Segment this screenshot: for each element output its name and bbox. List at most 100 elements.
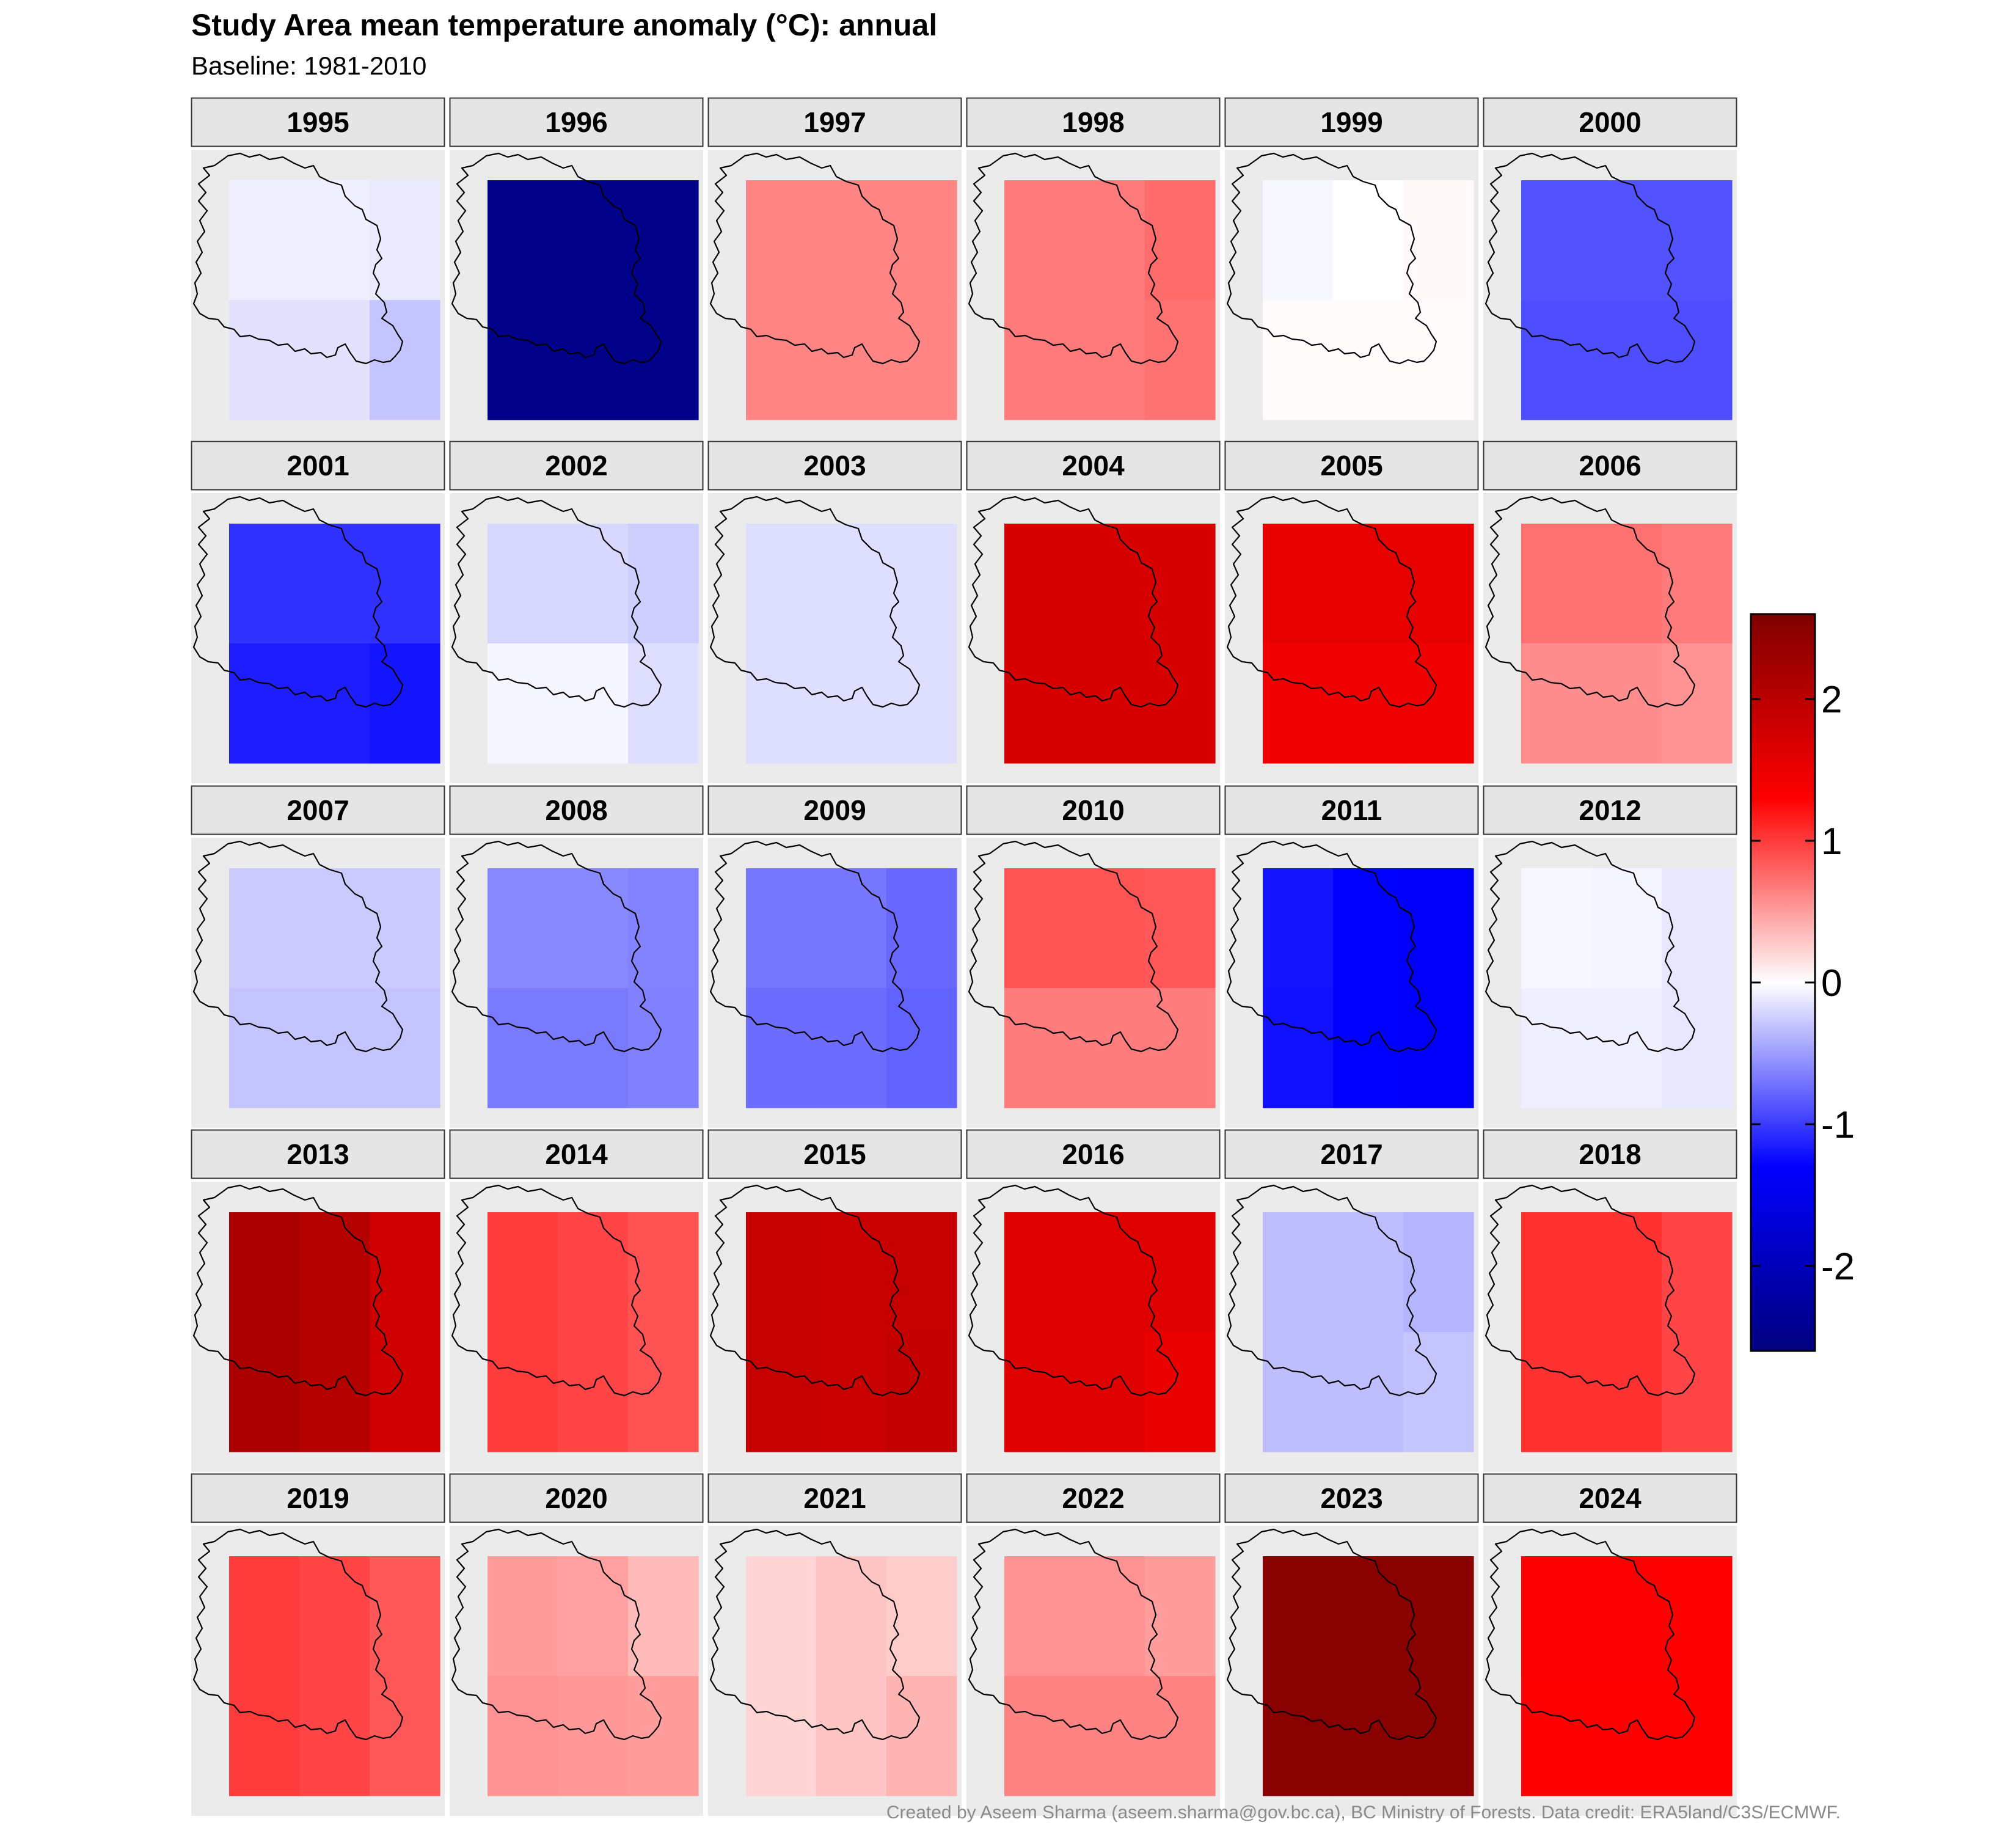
heatmap-cell (1521, 643, 1592, 764)
panel-body (966, 1182, 1220, 1472)
heatmap-cell (1145, 1556, 1216, 1677)
heatmap-cell (1004, 1332, 1075, 1452)
panel-strip (191, 441, 445, 491)
heatmap-cell (488, 1676, 558, 1796)
heatmap-cell (746, 1556, 817, 1677)
heatmap-cell (558, 1212, 629, 1333)
heatmap-cell (1263, 868, 1334, 989)
heatmap-cell (886, 1332, 957, 1452)
heatmap-cell (816, 1556, 887, 1677)
panel-strip (1224, 97, 1479, 147)
panel-body (450, 1526, 703, 1816)
panel-strip (1224, 785, 1479, 835)
heatmap-cell (746, 180, 817, 301)
heatmap-cell (1521, 524, 1592, 644)
panel-year-label: 2017 (1320, 1138, 1382, 1170)
study-area-outline (451, 1184, 662, 1397)
heatmap-cell (1263, 524, 1334, 644)
heatmap-cell (488, 1332, 558, 1452)
heatmap-cell (1403, 524, 1474, 644)
panel-body (966, 150, 1220, 440)
heatmap-cell (1662, 524, 1733, 644)
heatmap-cell (229, 1676, 300, 1796)
panel-2012: 2012 (1483, 785, 1737, 1128)
panel-strip (1224, 441, 1479, 491)
heatmap-cell (1662, 643, 1733, 764)
panel-2003: 2003 (707, 441, 962, 783)
study-area-outline (1485, 496, 1696, 708)
heatmap-cell (370, 868, 440, 989)
panel-2020: 2020 (449, 1473, 704, 1816)
heatmap-cell (229, 180, 300, 301)
heatmap-cell (1662, 868, 1733, 989)
panel-1999: 1999 (1224, 97, 1479, 440)
study-area-outline (968, 152, 1179, 365)
heatmap-cell (1333, 1332, 1404, 1452)
heatmap-cell (1591, 1212, 1662, 1333)
study-area-outline (709, 152, 921, 365)
study-area-outline (192, 496, 404, 708)
heatmap-cell (370, 1556, 440, 1677)
heatmap-cell (558, 643, 629, 764)
panel-strip (1483, 1129, 1737, 1179)
heatmap-cell (1004, 180, 1075, 301)
heatmap-cell (1403, 643, 1474, 764)
panel-strip (1483, 785, 1737, 835)
panel-body (450, 838, 703, 1128)
heatmap-cell (1403, 868, 1474, 989)
heatmap-cell (1333, 988, 1404, 1108)
heatmap-cell (1004, 643, 1075, 764)
study-area-outline (968, 840, 1179, 1053)
heatmap-cell (1263, 1676, 1334, 1796)
panel-year-label: 2011 (1321, 794, 1382, 826)
heatmap-cell (628, 1556, 699, 1677)
panel-strip (966, 1129, 1221, 1179)
heatmap-cell (1145, 988, 1216, 1108)
heatmap-cell (1521, 1676, 1592, 1796)
panel-year-label: 2009 (803, 794, 866, 826)
heatmap-cell (1145, 1676, 1216, 1796)
panel-body (450, 493, 703, 783)
heatmap-cell (229, 643, 300, 764)
panel-year-label: 2001 (287, 450, 349, 481)
heatmap-cell (558, 180, 629, 301)
heatmap-cell (1075, 1212, 1145, 1333)
heatmap-cell (370, 1676, 440, 1796)
heatmap-cell (1004, 1556, 1075, 1677)
panel-strip (707, 97, 962, 147)
study-area-outline (192, 152, 404, 365)
heatmap-cell (1004, 1676, 1075, 1796)
heatmap-cell (229, 868, 300, 989)
panel-2018: 2018 (1483, 1129, 1737, 1472)
heatmap-cell (1333, 180, 1404, 301)
heatmap-cell (488, 988, 558, 1108)
panel-body (966, 1526, 1220, 1816)
heatmap-cell (1145, 524, 1216, 644)
heatmap-cell (886, 1556, 957, 1677)
panel-strip (449, 1473, 704, 1523)
panel-year-label: 2015 (803, 1138, 866, 1170)
heatmap-cell (558, 300, 629, 420)
panel-strip (191, 1473, 445, 1523)
heatmap-cell (1333, 524, 1404, 644)
heatmap-cell (1403, 1676, 1474, 1796)
heatmap-cell (746, 1212, 817, 1333)
study-area-outline (709, 496, 921, 708)
panel-body (191, 493, 445, 783)
study-area-outline (192, 1528, 404, 1741)
panel-year-label: 2003 (803, 450, 866, 481)
heatmap-cell (886, 1212, 957, 1333)
panel-2024: 2024 (1483, 1473, 1737, 1816)
panel-2006: 2006 (1483, 441, 1737, 783)
heatmap-cell (1521, 868, 1592, 989)
panel-body (1483, 1526, 1737, 1816)
heatmap-cell (558, 1556, 629, 1677)
heatmap-cell (229, 300, 300, 420)
panel-body (708, 1526, 962, 1816)
study-area-outline (1226, 840, 1437, 1053)
heatmap-cell (1591, 643, 1662, 764)
heatmap-cell (1263, 180, 1334, 301)
heatmap-cell (1662, 1212, 1733, 1333)
panel-body (1225, 1526, 1478, 1816)
panel-year-label: 2010 (1062, 794, 1124, 826)
